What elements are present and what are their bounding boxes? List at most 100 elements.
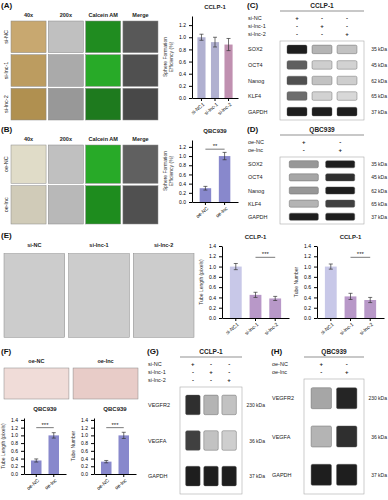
x-tick-label: oe-NC	[95, 477, 110, 491]
error-bar-stem	[235, 263, 236, 269]
blot-band	[287, 45, 307, 54]
y-axis-line	[222, 247, 223, 319]
error-bar-cap	[203, 190, 207, 191]
y-tick-mark	[314, 318, 317, 319]
y-tick-label: 0.4	[81, 456, 88, 462]
kda-label: 45 kDa	[371, 174, 387, 180]
blot-band	[337, 464, 357, 485]
condition-label: si-NC	[148, 361, 162, 367]
error-bar	[223, 152, 227, 159]
y-tick-label: 1.0	[81, 432, 88, 438]
y-tick: 0.8	[209, 274, 222, 280]
plot-area	[230, 263, 281, 318]
y-tick: 0.6	[179, 59, 192, 65]
image-placeholder	[86, 88, 121, 120]
y-tick: 0.0	[209, 315, 222, 321]
error-bar-stem	[370, 297, 371, 302]
y-tick-label: 0.2	[209, 305, 216, 311]
band-label: OCT4	[248, 174, 263, 180]
blot-band	[204, 395, 219, 415]
blot-band	[222, 466, 237, 486]
x-tick: si-NC1	[319, 318, 335, 336]
blot-title: CCLP-1	[310, 2, 334, 9]
y-tick-mark	[219, 287, 222, 288]
image-placeholder	[11, 186, 46, 224]
condition-symbol: +	[191, 361, 195, 367]
image-placeholder	[123, 186, 158, 224]
image-placeholder	[48, 55, 83, 87]
x-tick-mark	[275, 318, 276, 321]
x-tick-label: si-lnc-2	[358, 321, 374, 336]
x-axis-line	[25, 474, 67, 475]
y-tick: 0.0	[179, 95, 192, 101]
y-tick-label: 1.4	[304, 243, 311, 249]
kda-label: 62 kDa	[371, 78, 387, 84]
kda-label: 36 kDa	[249, 438, 265, 444]
y-tick-label: 0.0	[11, 471, 18, 477]
y-tick-mark	[21, 428, 24, 429]
western-blot: (G)CCLP-1si-NC+--si-lnc-1-+-si-lnc-2--+V…	[147, 347, 265, 494]
image-placeholder	[11, 88, 46, 120]
western-blot: (H)QBC939oe-NC+-oe-lnc-+VEGFR2230 kDaVEG…	[271, 347, 387, 494]
image-placeholder	[4, 368, 69, 399]
plot-area	[197, 34, 232, 98]
column-label: oe-NC	[28, 358, 44, 364]
condition-symbol: -	[321, 31, 323, 37]
y-tick: 0.8	[81, 440, 94, 446]
y-tick-label: 0.4	[179, 181, 186, 187]
kda-label: 37 kDa	[249, 473, 265, 479]
condition-symbol: -	[192, 369, 194, 375]
image-placeholder	[48, 145, 83, 183]
error-bar-cap	[368, 297, 372, 298]
y-tick: 0.8	[179, 162, 192, 168]
x-tick: oe-lnc	[43, 474, 58, 491]
x-tick-label: si-lnc-2	[263, 321, 279, 336]
y-tick-mark	[189, 74, 192, 75]
band-label: GAPDH	[272, 472, 292, 478]
x-tick-label: si-NC1	[224, 321, 240, 336]
y-tick-label: 0.4	[11, 456, 18, 462]
y-tick: 0.2	[209, 305, 222, 311]
x-tick-label: si-NC1	[319, 321, 335, 336]
y-tick: 1.4	[81, 417, 94, 423]
y-tick-label: 1.2	[179, 22, 186, 28]
x-tick-label: oe-lnc	[113, 477, 128, 491]
y-tick-mark	[91, 474, 94, 475]
row-label: si-NC	[3, 30, 9, 44]
error-bar-cap	[213, 37, 217, 38]
y-tick-label: 1.2	[81, 425, 88, 431]
condition-symbol: +	[338, 147, 342, 153]
error-bar	[273, 296, 277, 300]
bar-chart: 0.00.20.40.60.81.01.2oe-NCoe-lncQBC939Sp…	[162, 128, 239, 219]
y-tick-label: 1.4	[11, 417, 18, 423]
band-label: OCT4	[248, 62, 263, 68]
blot-band	[289, 174, 318, 181]
y-axis: 0.00.20.40.60.81.01.21.4	[11, 417, 24, 477]
y-tick-mark	[314, 246, 317, 247]
bar	[119, 435, 130, 474]
y-tick: 0.4	[179, 71, 192, 77]
band-label: SOX2	[248, 161, 263, 167]
kda-label: 37 kDa	[371, 109, 387, 115]
y-tick-label: 0.0	[304, 315, 311, 321]
image-placeholder	[123, 21, 158, 53]
y-axis: 0.00.20.40.60.81.01.21.4	[304, 243, 317, 321]
x-tick: oe-NC	[25, 474, 40, 491]
y-tick: 1.0	[304, 264, 317, 270]
y-tick-mark	[314, 277, 317, 278]
y-tick-mark	[91, 459, 94, 460]
y-axis-title-line: Efficiency (%)	[168, 155, 174, 186]
y-axis-title-line: Tube Length (pixels)	[198, 259, 204, 305]
blot-band	[337, 76, 357, 85]
y-tick: 0.6	[81, 448, 94, 454]
error-bar-stem	[201, 34, 202, 40]
blot-band	[204, 466, 219, 486]
y-tick-label: 0.8	[304, 274, 311, 280]
kda-label: 35 kDa	[371, 161, 387, 167]
blot-band	[222, 431, 237, 451]
x-tick: oe-NC	[95, 474, 110, 491]
y-axis-line	[94, 419, 95, 475]
x-axis: si-NC1si-lnc-1si-lnc-2	[318, 318, 385, 336]
blot-band	[326, 213, 355, 220]
blot-band	[311, 388, 331, 409]
